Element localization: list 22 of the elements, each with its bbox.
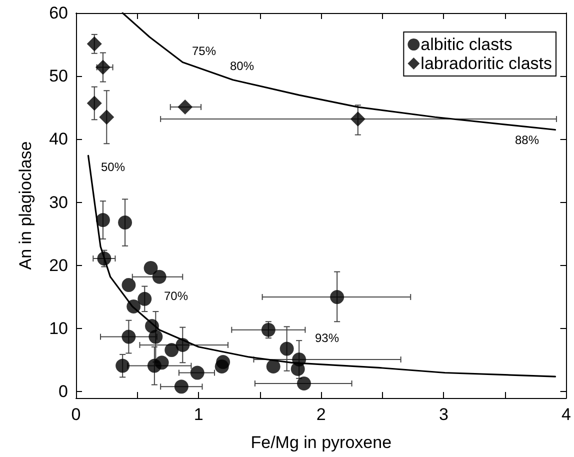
annotation: 50% [100, 160, 126, 174]
y-axis-title: An in plagioclase [16, 141, 35, 270]
x-axis-title: Fe/Mg in pyroxene [250, 433, 392, 452]
y-tick-label: 10 [49, 319, 68, 338]
x-tick-label: 3 [438, 405, 448, 424]
y-tick-label: 30 [49, 192, 68, 212]
y-tick-label: 40 [49, 130, 68, 149]
annotation: 75% [192, 44, 216, 58]
annotation: 70% [164, 289, 188, 303]
x-tick-label: 0 [71, 405, 81, 424]
annotation: 93% [314, 331, 340, 345]
annotation: 80% [230, 59, 254, 73]
x-tick-label: 2 [316, 405, 326, 424]
x-tick-label: 4 [562, 405, 572, 424]
x-tick-label: 1 [194, 405, 204, 424]
y-tick-label: 60 [49, 4, 68, 22]
y-tick-label: 20 [49, 256, 68, 275]
legend-label: albitic clasts [420, 35, 512, 54]
annotation: 88% [514, 133, 540, 147]
y-tick-label: 50 [49, 66, 68, 86]
y-tick-label: 0 [58, 382, 68, 402]
legend-label: labradoritic clasts [420, 54, 552, 73]
